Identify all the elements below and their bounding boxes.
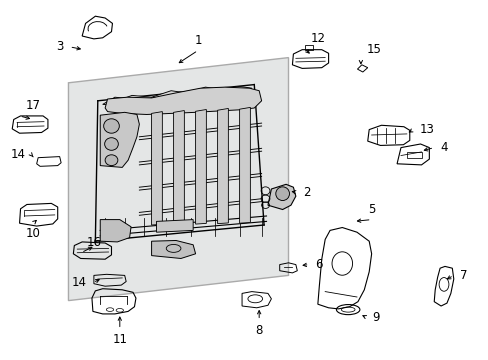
Ellipse shape bbox=[105, 155, 118, 166]
Text: 6: 6 bbox=[315, 258, 322, 271]
Polygon shape bbox=[195, 109, 206, 224]
Ellipse shape bbox=[275, 187, 289, 201]
Polygon shape bbox=[151, 240, 195, 258]
Text: 2: 2 bbox=[303, 186, 310, 199]
Polygon shape bbox=[102, 97, 132, 106]
Ellipse shape bbox=[103, 119, 119, 133]
Bar bbox=[305, 45, 312, 50]
Polygon shape bbox=[267, 184, 295, 210]
Polygon shape bbox=[117, 95, 151, 103]
Polygon shape bbox=[239, 107, 250, 223]
Text: 10: 10 bbox=[26, 227, 41, 240]
Text: 15: 15 bbox=[366, 43, 381, 56]
Bar bbox=[406, 152, 421, 158]
Polygon shape bbox=[100, 112, 139, 167]
Text: 16: 16 bbox=[87, 236, 102, 249]
Polygon shape bbox=[100, 220, 131, 242]
Polygon shape bbox=[151, 91, 185, 99]
Text: 14: 14 bbox=[10, 148, 25, 161]
Text: 12: 12 bbox=[310, 32, 325, 45]
Polygon shape bbox=[220, 86, 251, 93]
Polygon shape bbox=[156, 220, 193, 232]
Ellipse shape bbox=[104, 138, 118, 150]
Text: 13: 13 bbox=[419, 123, 433, 136]
Polygon shape bbox=[173, 111, 184, 225]
Polygon shape bbox=[68, 58, 288, 301]
Polygon shape bbox=[217, 108, 228, 224]
Text: 9: 9 bbox=[372, 311, 379, 324]
Polygon shape bbox=[151, 112, 162, 225]
Text: 11: 11 bbox=[112, 333, 127, 346]
Text: 1: 1 bbox=[194, 34, 202, 47]
Text: 17: 17 bbox=[25, 99, 41, 112]
Text: 5: 5 bbox=[367, 203, 375, 216]
Text: 8: 8 bbox=[255, 324, 263, 337]
Text: 3: 3 bbox=[56, 40, 63, 53]
Text: 7: 7 bbox=[459, 269, 466, 282]
Polygon shape bbox=[185, 87, 220, 95]
Polygon shape bbox=[105, 87, 261, 114]
Text: 4: 4 bbox=[439, 141, 447, 154]
Text: 14: 14 bbox=[72, 276, 87, 289]
